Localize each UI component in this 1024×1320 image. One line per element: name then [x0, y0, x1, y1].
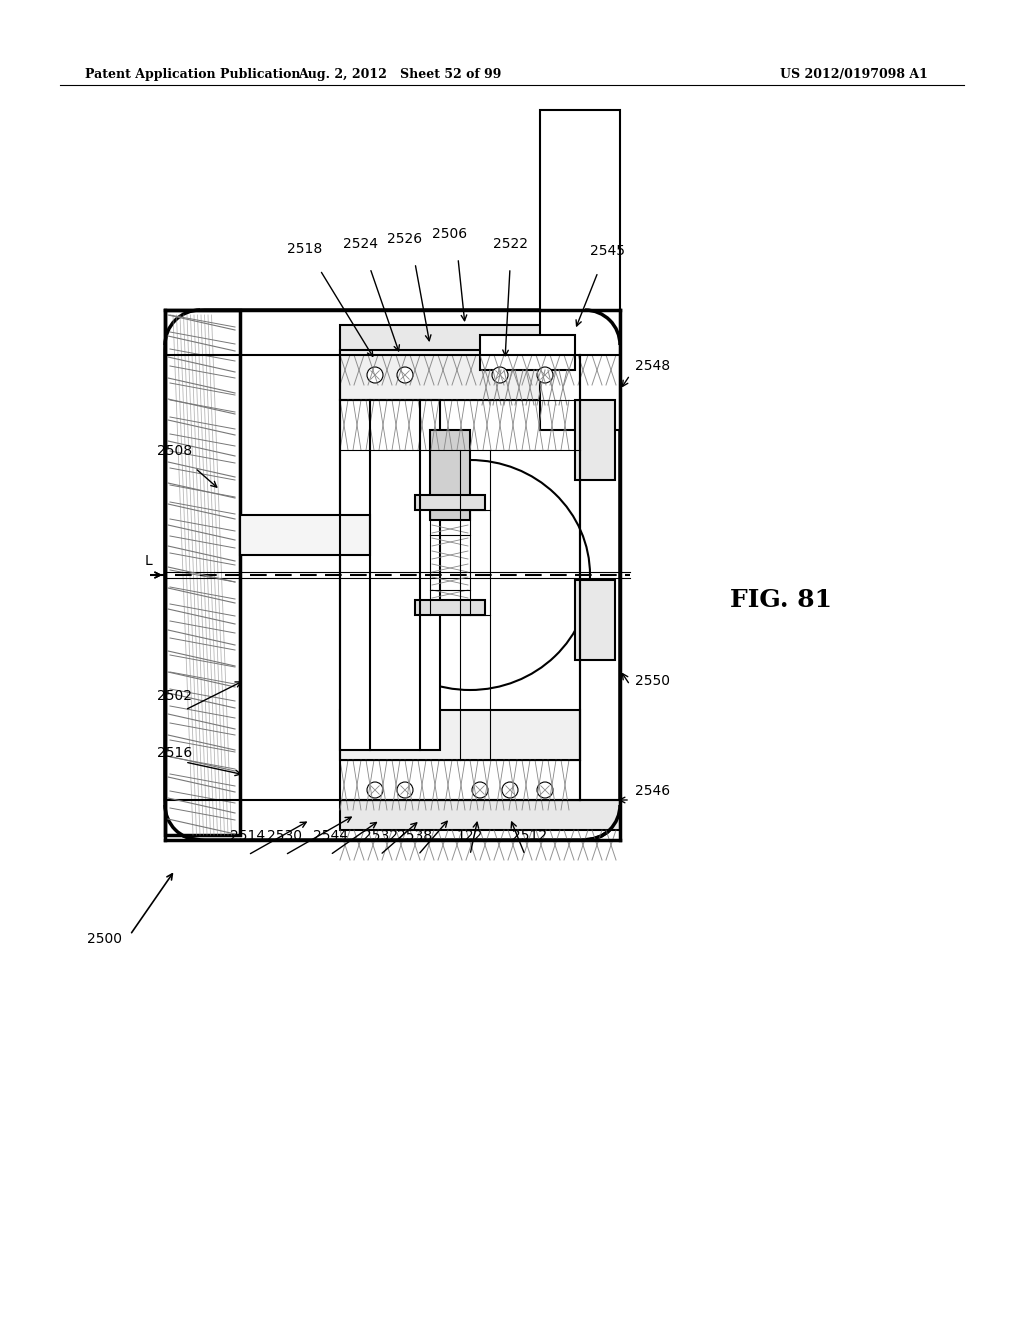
- Text: 2514: 2514: [230, 829, 265, 843]
- Bar: [480, 335, 575, 370]
- Circle shape: [367, 367, 383, 383]
- Text: 2550: 2550: [635, 675, 670, 688]
- Text: 2548: 2548: [635, 359, 670, 374]
- Text: 2508: 2508: [158, 444, 193, 458]
- Text: US 2012/0197098 A1: US 2012/0197098 A1: [780, 69, 928, 81]
- Circle shape: [397, 781, 413, 799]
- Text: 2546: 2546: [635, 784, 670, 799]
- Text: 2502: 2502: [158, 689, 193, 704]
- Bar: [240, 515, 370, 554]
- Text: 2522: 2522: [493, 238, 527, 251]
- Text: 2545: 2545: [590, 244, 625, 257]
- Text: FIG. 81: FIG. 81: [730, 587, 831, 612]
- Circle shape: [537, 367, 553, 383]
- Circle shape: [367, 781, 383, 799]
- Circle shape: [472, 781, 488, 799]
- Bar: [165, 310, 240, 836]
- FancyBboxPatch shape: [165, 310, 620, 840]
- Text: 2506: 2506: [432, 227, 468, 242]
- Bar: [415, 601, 485, 615]
- Bar: [340, 400, 440, 750]
- Text: 2544: 2544: [312, 829, 347, 843]
- Bar: [540, 110, 620, 430]
- Text: 2518: 2518: [288, 242, 323, 256]
- Text: Patent Application Publication: Patent Application Publication: [85, 69, 300, 81]
- Text: 2524: 2524: [342, 238, 378, 251]
- Ellipse shape: [350, 459, 590, 690]
- Bar: [430, 430, 470, 520]
- Text: 2526: 2526: [387, 232, 423, 246]
- Bar: [340, 800, 620, 830]
- Text: 2532: 2532: [362, 829, 397, 843]
- Circle shape: [502, 781, 518, 799]
- Text: L: L: [144, 554, 152, 568]
- Bar: [340, 325, 620, 355]
- Bar: [575, 400, 615, 480]
- Text: 2538: 2538: [397, 829, 432, 843]
- Text: 2516: 2516: [158, 746, 193, 760]
- Circle shape: [537, 781, 553, 799]
- Bar: [340, 710, 580, 760]
- Bar: [340, 350, 580, 400]
- Text: 122: 122: [457, 829, 483, 843]
- Bar: [415, 495, 485, 510]
- Text: Aug. 2, 2012   Sheet 52 of 99: Aug. 2, 2012 Sheet 52 of 99: [298, 69, 502, 81]
- Bar: [575, 579, 615, 660]
- Text: 2500: 2500: [87, 932, 123, 946]
- Text: 2512: 2512: [512, 829, 548, 843]
- Text: 2530: 2530: [267, 829, 302, 843]
- Circle shape: [492, 367, 508, 383]
- Circle shape: [397, 367, 413, 383]
